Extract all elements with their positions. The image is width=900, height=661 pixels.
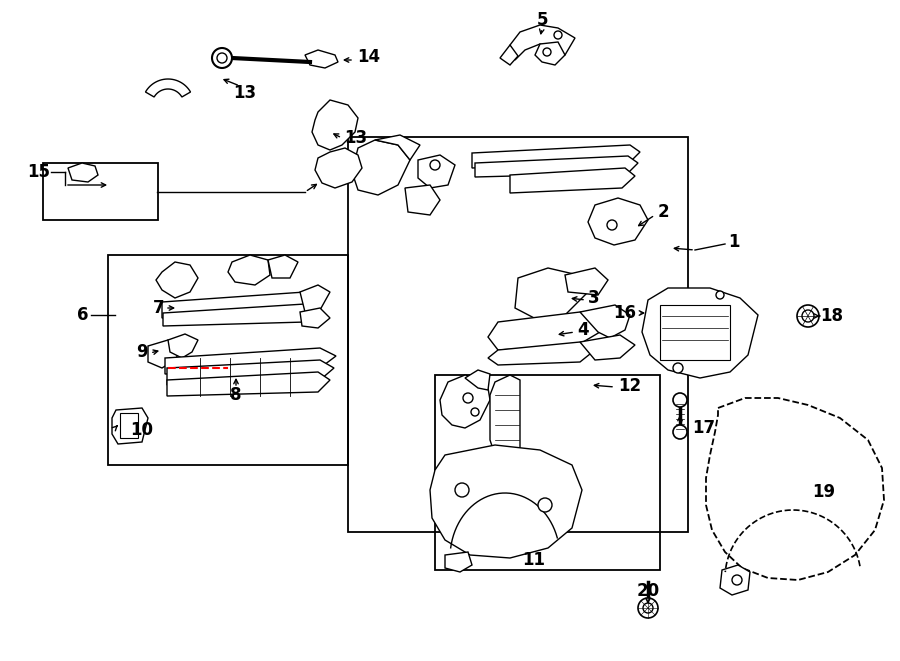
Circle shape <box>471 408 479 416</box>
Circle shape <box>455 483 469 497</box>
Text: 3: 3 <box>588 289 599 307</box>
Bar <box>435 375 660 570</box>
Circle shape <box>673 425 687 439</box>
Polygon shape <box>167 360 334 385</box>
Polygon shape <box>706 398 884 580</box>
Text: 17: 17 <box>692 419 716 437</box>
Polygon shape <box>168 334 198 358</box>
Text: 6: 6 <box>77 306 89 324</box>
Circle shape <box>554 31 562 39</box>
Circle shape <box>607 220 617 230</box>
Polygon shape <box>580 335 635 360</box>
Polygon shape <box>500 45 518 65</box>
Text: 4: 4 <box>577 321 589 339</box>
Circle shape <box>797 305 819 327</box>
Text: 15: 15 <box>27 163 50 181</box>
Circle shape <box>673 393 687 407</box>
Text: 20: 20 <box>636 582 660 600</box>
Circle shape <box>673 363 683 373</box>
Polygon shape <box>375 135 420 160</box>
Bar <box>348 137 688 532</box>
Circle shape <box>732 575 742 585</box>
Polygon shape <box>305 50 338 68</box>
Polygon shape <box>510 168 635 193</box>
Circle shape <box>430 160 440 170</box>
Circle shape <box>217 53 227 63</box>
Polygon shape <box>510 25 575 60</box>
Polygon shape <box>300 308 330 328</box>
Text: 1: 1 <box>728 233 740 251</box>
Polygon shape <box>472 145 640 168</box>
Circle shape <box>212 48 232 68</box>
Polygon shape <box>165 348 336 374</box>
Polygon shape <box>588 198 648 245</box>
Polygon shape <box>315 148 362 188</box>
Polygon shape <box>418 155 455 188</box>
Polygon shape <box>565 268 608 295</box>
Polygon shape <box>146 79 191 97</box>
Text: 12: 12 <box>618 377 641 395</box>
Polygon shape <box>148 340 182 368</box>
Polygon shape <box>515 268 588 320</box>
Polygon shape <box>488 312 605 350</box>
Text: 10: 10 <box>130 421 153 439</box>
Polygon shape <box>405 185 440 215</box>
Polygon shape <box>163 304 316 326</box>
Bar <box>120 413 138 438</box>
Polygon shape <box>312 100 358 150</box>
Polygon shape <box>352 140 410 195</box>
Circle shape <box>643 603 653 613</box>
Text: 18: 18 <box>820 307 843 325</box>
Text: 14: 14 <box>357 48 380 66</box>
Text: 9: 9 <box>136 343 148 361</box>
Text: 16: 16 <box>613 304 636 322</box>
Circle shape <box>463 393 473 403</box>
Text: 11: 11 <box>523 551 545 569</box>
Text: 19: 19 <box>812 483 835 501</box>
Circle shape <box>802 310 814 322</box>
Bar <box>43 163 158 220</box>
Polygon shape <box>156 262 198 298</box>
Polygon shape <box>488 342 595 365</box>
Polygon shape <box>445 552 472 572</box>
Polygon shape <box>475 156 638 177</box>
Text: 13: 13 <box>344 129 367 147</box>
Text: 13: 13 <box>233 84 256 102</box>
Circle shape <box>716 291 724 299</box>
Polygon shape <box>68 163 98 182</box>
Polygon shape <box>440 375 490 428</box>
Polygon shape <box>300 285 330 312</box>
Text: 5: 5 <box>536 11 548 29</box>
Bar <box>108 255 348 465</box>
Polygon shape <box>167 372 330 396</box>
Circle shape <box>543 48 551 56</box>
Polygon shape <box>720 565 750 595</box>
Text: 8: 8 <box>230 386 242 404</box>
Polygon shape <box>642 288 758 378</box>
Circle shape <box>638 598 658 618</box>
Polygon shape <box>268 255 298 278</box>
Polygon shape <box>580 305 630 338</box>
Polygon shape <box>430 445 582 558</box>
Text: 2: 2 <box>658 203 670 221</box>
Circle shape <box>538 498 552 512</box>
Bar <box>660 305 730 360</box>
Polygon shape <box>465 370 490 390</box>
Polygon shape <box>162 292 318 318</box>
Polygon shape <box>535 42 565 65</box>
Text: 7: 7 <box>153 299 165 317</box>
Polygon shape <box>112 408 148 444</box>
Polygon shape <box>490 375 520 460</box>
Polygon shape <box>228 255 270 285</box>
